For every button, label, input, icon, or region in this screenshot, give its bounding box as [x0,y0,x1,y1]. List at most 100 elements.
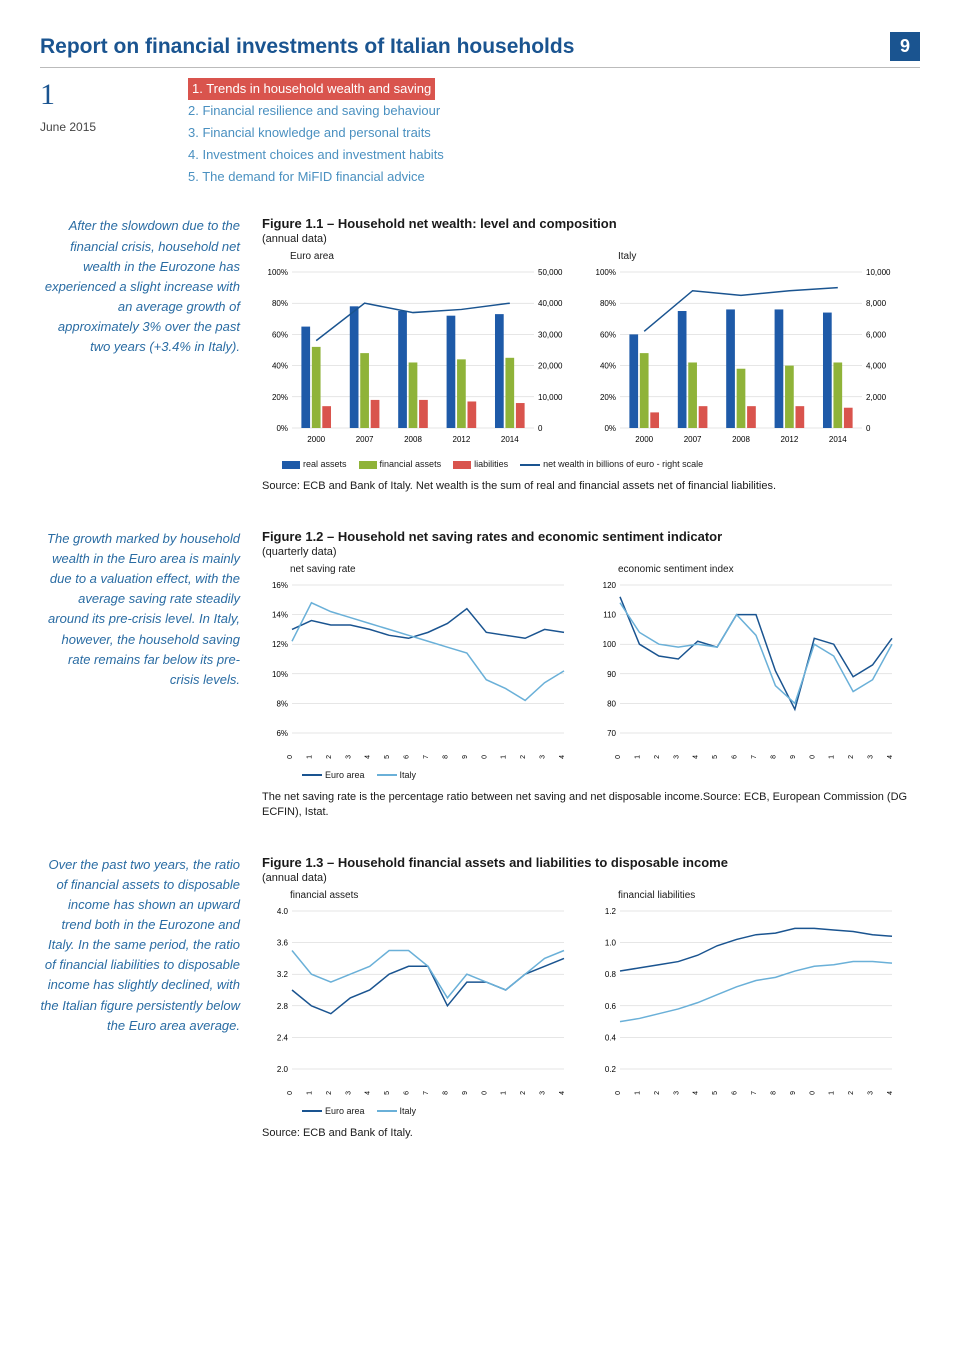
svg-text:0%: 0% [604,424,616,433]
svg-text:2010: 2010 [481,755,488,759]
svg-text:2014: 2014 [887,755,894,759]
svg-text:2002: 2002 [326,1091,333,1095]
toc-item: 2. Financial resilience and saving behav… [188,100,920,122]
svg-text:100%: 100% [268,268,288,277]
svg-text:2008: 2008 [770,1091,777,1095]
svg-text:120: 120 [603,581,617,590]
toc-row: 1 June 2015 1. Trends in household wealt… [40,78,920,188]
panel-label: Italy [618,251,900,262]
svg-text:2001: 2001 [306,755,313,759]
svg-text:6,000: 6,000 [866,331,887,340]
svg-text:2011: 2011 [829,1091,836,1095]
svg-text:2005: 2005 [384,755,391,759]
svg-text:30,000: 30,000 [538,331,563,340]
svg-text:0.2: 0.2 [605,1065,617,1074]
svg-text:80%: 80% [272,300,288,309]
svg-text:0: 0 [866,424,871,433]
svg-text:2009: 2009 [462,1091,469,1095]
fig2-sidetext: The growth marked by household wealth in… [40,529,240,821]
svg-text:2005: 2005 [712,755,719,759]
svg-text:2008: 2008 [442,1091,449,1095]
svg-text:2010: 2010 [809,755,816,759]
svg-text:2003: 2003 [345,1091,352,1095]
svg-text:2000: 2000 [287,755,294,759]
svg-text:90: 90 [607,670,616,679]
svg-text:2002: 2002 [654,1091,661,1095]
svg-text:60%: 60% [600,331,616,340]
svg-text:2011: 2011 [501,1091,508,1095]
svg-text:0.8: 0.8 [605,970,617,979]
svg-text:2013: 2013 [868,755,875,759]
svg-text:2010: 2010 [809,1091,816,1095]
fig2-source: The net saving rate is the percentage ra… [262,790,920,821]
svg-text:3.6: 3.6 [277,938,289,947]
fig3-source: Source: ECB and Bank of Italy. [262,1126,920,1141]
panel-label: Euro area [290,251,572,262]
svg-text:2000: 2000 [287,1091,294,1095]
date: June 2015 [40,120,160,134]
svg-text:40%: 40% [272,362,288,371]
svg-text:2006: 2006 [404,755,411,759]
svg-text:50,000: 50,000 [538,268,563,277]
svg-text:2012: 2012 [520,755,527,759]
fig1-subtitle: (annual data) [262,233,920,245]
svg-text:40%: 40% [600,362,616,371]
svg-text:2013: 2013 [868,1091,875,1095]
svg-text:2009: 2009 [790,755,797,759]
svg-text:3.2: 3.2 [277,970,289,979]
svg-text:2008: 2008 [732,435,750,444]
svg-text:2014: 2014 [887,1091,894,1095]
panel-label: financial liabilities [618,890,900,901]
page-number: 9 [890,32,920,61]
svg-text:10,000: 10,000 [866,268,891,277]
svg-text:2007: 2007 [751,1091,758,1095]
svg-text:6%: 6% [276,729,288,738]
svg-text:2001: 2001 [634,755,641,759]
svg-text:2009: 2009 [790,1091,797,1095]
svg-text:2012: 2012 [453,435,471,444]
svg-text:2004: 2004 [693,1091,700,1095]
svg-text:2012: 2012 [848,1091,855,1095]
svg-text:80: 80 [607,699,616,708]
svg-text:2013: 2013 [540,755,547,759]
fig1-sidetext: After the slowdown due to the financial … [40,216,240,494]
svg-text:2008: 2008 [442,755,449,759]
svg-text:2007: 2007 [684,435,702,444]
svg-text:2006: 2006 [404,1091,411,1095]
svg-text:2014: 2014 [501,435,519,444]
svg-text:4.0: 4.0 [277,907,289,916]
svg-text:60%: 60% [272,331,288,340]
svg-text:2003: 2003 [673,1091,680,1095]
svg-text:10,000: 10,000 [538,393,563,402]
toc-item: 1. Trends in household wealth and saving [188,78,920,100]
line-chart: 4.03.63.22.82.42.02000200120022003200420… [262,905,572,1095]
svg-text:0.6: 0.6 [605,1001,617,1010]
svg-text:2007: 2007 [356,435,374,444]
svg-text:2012: 2012 [781,435,799,444]
fig3-sidetext: Over the past two years, the ratio of fi… [40,855,240,1141]
svg-text:2004: 2004 [365,755,372,759]
svg-text:0: 0 [538,424,543,433]
section-number: 1 [40,78,160,112]
bar-chart: 100%10,00080%8,00060%6,00040%4,00020%2,0… [590,266,900,446]
svg-text:20%: 20% [272,393,288,402]
svg-text:1.2: 1.2 [605,907,617,916]
svg-text:2003: 2003 [345,755,352,759]
toc-item: 4. Investment choices and investment hab… [188,144,920,166]
fig3-subtitle: (annual data) [262,872,920,884]
svg-text:14%: 14% [272,610,288,619]
svg-text:2005: 2005 [384,1091,391,1095]
svg-text:1.0: 1.0 [605,938,617,947]
svg-text:2004: 2004 [693,755,700,759]
svg-text:2002: 2002 [654,755,661,759]
svg-text:2002: 2002 [326,755,333,759]
svg-text:110: 110 [603,610,616,619]
fig2-title: Figure 1.2 – Household net saving rates … [262,529,920,544]
svg-text:100%: 100% [596,268,616,277]
svg-text:2005: 2005 [712,1091,719,1095]
svg-text:2006: 2006 [732,1091,739,1095]
toc-list: 1. Trends in household wealth and saving… [188,78,920,188]
line-chart: 1201101009080702000200120022003200420052… [590,579,900,759]
svg-text:2011: 2011 [501,755,508,759]
svg-text:4,000: 4,000 [866,362,887,371]
